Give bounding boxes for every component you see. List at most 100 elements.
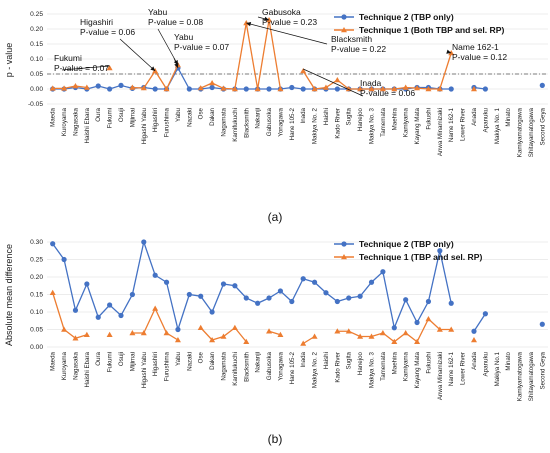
- x-tick-label: Anwa Minamizaki: [437, 352, 444, 400]
- x-tick-label: Makiya No. 1: [494, 107, 501, 144]
- annotation-label: Blacksmith: [331, 34, 372, 44]
- data-point: [482, 311, 488, 317]
- data-point: [300, 340, 307, 346]
- data-point: [277, 331, 284, 337]
- x-tick-label: Maehira: [391, 351, 398, 374]
- data-point: [334, 298, 340, 305]
- data-point: [346, 295, 352, 301]
- chart-panel-b: 0.00 0.05 0.10 0.15 0.20 0.25 0.30 Absolute me…: [4, 239, 548, 446]
- data-point: [140, 85, 147, 91]
- y-tick-label: 0.20: [30, 274, 43, 281]
- data-point: [50, 241, 56, 247]
- data-point: [220, 85, 227, 91]
- y-tick-label: 0.10: [30, 309, 43, 316]
- x-tick-label: Fukumi: [107, 108, 114, 128]
- x-tick-label: Nakanji: [255, 352, 262, 373]
- y-tick-label: -0.05: [28, 101, 43, 108]
- x-tick-label: Kayang Mata: [414, 351, 421, 388]
- y-tick-label: 0.05: [30, 327, 43, 334]
- series-technique-2: [50, 65, 545, 92]
- annotation-arrowhead: [264, 16, 270, 21]
- x-tick-label: Furushima: [164, 107, 171, 137]
- x-tick-label: Haishi: [323, 108, 330, 125]
- annotation-arrowhead: [150, 66, 156, 71]
- data-point: [152, 305, 159, 311]
- series-line: [52, 292, 88, 339]
- annotation-label: Name 162-1: [452, 42, 499, 52]
- x-tick-label: Kuroyama: [61, 351, 68, 380]
- data-point: [391, 86, 398, 92]
- annotation-label: P-value = 0.06: [360, 88, 415, 98]
- data-point: [198, 293, 204, 299]
- x-tick-label: Makiya No.1: [494, 351, 501, 386]
- data-point: [61, 85, 68, 91]
- x-tick-label: Nagasaka: [72, 351, 79, 379]
- series-group-b: [49, 239, 545, 346]
- x-tick-label: Makiya No. 2: [312, 351, 319, 388]
- x-tick-label: Nakanji: [255, 108, 262, 129]
- data-point: [470, 337, 477, 343]
- series-technique-1: [49, 289, 477, 346]
- data-point: [414, 338, 421, 344]
- series-line: [52, 85, 87, 90]
- caption-b: (b): [268, 432, 283, 446]
- data-point: [72, 335, 79, 341]
- y-axis-label-a: p - value: [4, 43, 14, 78]
- x-tick-label: Gabusoka: [266, 107, 273, 136]
- x-tick-label: Higashi Yabu: [141, 107, 148, 144]
- data-point: [129, 330, 136, 336]
- data-point: [163, 330, 170, 336]
- data-point: [220, 281, 227, 287]
- data-point: [231, 324, 238, 330]
- x-tick-label: Shitayamatogawa: [528, 351, 535, 401]
- y-tick-label: 0.00: [30, 86, 43, 93]
- x-tick-label: Haishi Ebara: [84, 107, 91, 143]
- x-tick-label: Inada: [300, 107, 307, 123]
- data-point: [425, 86, 432, 92]
- data-point: [368, 279, 375, 285]
- x-tick-label: Hane 105-2: [289, 351, 296, 384]
- data-point: [436, 86, 443, 92]
- x-tick-label: Mijimai: [129, 108, 136, 127]
- data-point: [163, 86, 170, 92]
- x-tick-label: Ose: [198, 351, 205, 363]
- x-tick-label: Yabu: [175, 107, 182, 122]
- data-point: [448, 50, 455, 56]
- x-tick-label: Yabu: [175, 351, 182, 366]
- x-tick-label: Sugita: [346, 107, 353, 125]
- x-tick-label: Kayang Mata: [414, 107, 421, 144]
- data-point: [448, 300, 454, 306]
- y-tick-label: 0.10: [30, 56, 43, 63]
- x-tick-label: Kamiyamatogawa: [517, 351, 524, 401]
- x-tick-label: Name 162-1: [448, 107, 455, 142]
- data-point: [414, 85, 421, 91]
- x-tick-label: Nagamata: [220, 107, 227, 136]
- x-tick-label: Anada: [471, 107, 478, 125]
- x-tick-label: Minato: [505, 107, 512, 126]
- data-point: [243, 86, 249, 92]
- x-tick-label: Kamifukuchi: [232, 352, 239, 386]
- annotation-label: Yabu: [148, 7, 167, 17]
- data-point: [391, 338, 398, 344]
- data-point: [152, 272, 158, 278]
- data-point: [140, 330, 147, 336]
- y-tick-labels-a: -0.05 0.00 0.05 0.10 0.15 0.20 0.25: [28, 11, 43, 108]
- x-tick-label: Oura: [95, 107, 102, 121]
- chart-panel-a: -0.050.000.050.100.150.200.25 p - value …: [4, 7, 548, 224]
- annotation-pointer: [246, 22, 328, 45]
- data-point: [266, 328, 273, 334]
- data-point: [425, 316, 432, 322]
- data-point: [197, 324, 204, 330]
- annotation-label: P-value = 0.22: [331, 44, 386, 54]
- x-tick-label: Ose: [198, 107, 205, 119]
- x-tick-label: Kamifukuchi: [232, 108, 239, 142]
- x-tick-label: Nazaki: [186, 108, 193, 127]
- annotation-label: Fukumi: [54, 53, 82, 63]
- data-point: [300, 86, 306, 92]
- x-tick-label: Tamemata: [380, 107, 387, 136]
- data-point: [414, 319, 420, 326]
- data-point: [425, 298, 432, 305]
- data-point: [379, 330, 386, 336]
- data-point: [448, 326, 455, 332]
